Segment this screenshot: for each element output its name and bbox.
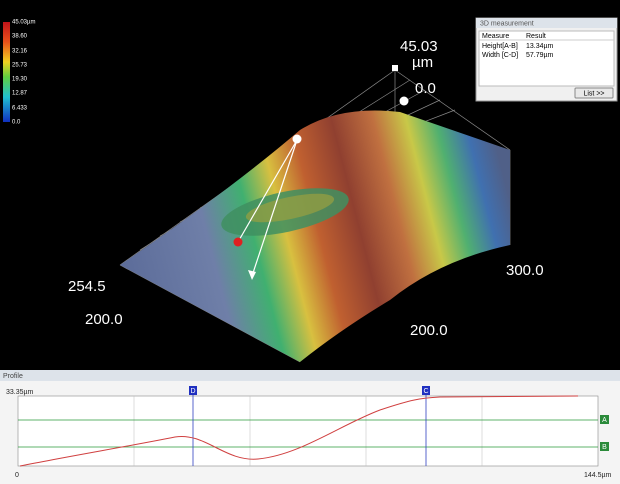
x-label: 300.0 [506, 262, 544, 279]
color-bar [3, 22, 10, 122]
list-button-label[interactable]: List >> [583, 90, 604, 97]
color-label: 25.73 [12, 63, 28, 69]
zero-marker [399, 96, 409, 106]
color-label: 0.0 [12, 120, 21, 126]
axis-labels: 45.03 µm 0.0 254.5 200.0 300.0 200.0 [68, 38, 544, 339]
color-label: 12.87 [12, 91, 28, 97]
color-label: 19.30 [12, 77, 28, 83]
profile-line [19, 395, 579, 467]
markers [233, 65, 409, 280]
max-marker [392, 65, 398, 71]
measurement-panel: 3D measurement Measure Result Height[A-B… [475, 17, 618, 102]
table-header: Measure [482, 33, 509, 40]
color-label: 38.60 [12, 34, 28, 40]
x-max-label: 144.5µm [584, 472, 612, 479]
measure-name: Width [C-D] [482, 52, 518, 59]
z-max-label: 45.03 [400, 38, 438, 55]
x-min-label: 0 [15, 472, 19, 479]
measure-result: 57.79µm [526, 52, 554, 59]
y-label: 254.5 [68, 278, 106, 295]
cursor-tag-c[interactable] [422, 386, 430, 395]
profile-title: Profile [3, 373, 23, 380]
measure-name: Height[A-B] [482, 43, 518, 50]
level-tag-a[interactable] [600, 415, 609, 424]
measure-line [251, 139, 298, 277]
x-label: 200.0 [410, 322, 448, 339]
z-min-label: 0.0 [415, 80, 436, 97]
list-button[interactable] [574, 87, 614, 99]
color-label: 45.03µm [12, 20, 35, 26]
y-label: 200.0 [85, 311, 123, 328]
panel-title: 3D measurement [480, 20, 534, 27]
color-bar-labels: 45.03µm 38.60 32.16 25.73 19.30 12.87 6.… [12, 20, 35, 126]
arrow-head [248, 270, 256, 280]
pit-floor [245, 193, 335, 223]
color-label: 32.16 [12, 49, 28, 55]
point-b [233, 237, 243, 247]
cursor-tag-d[interactable] [189, 386, 197, 395]
profile-plot [17, 395, 599, 467]
point-a [292, 134, 302, 144]
3d-surface [120, 110, 510, 362]
z-unit: µm [412, 54, 433, 71]
profile-panel: Profile D C A B 33.35µm 0 144.5µm [0, 370, 620, 484]
color-label: 6.433 [12, 106, 28, 112]
cursor-label: D [190, 388, 195, 395]
measure-line [237, 139, 298, 243]
cursor-label: C [423, 388, 428, 395]
level-tag-b[interactable] [600, 442, 609, 451]
y-max-label: 33.35µm [6, 389, 34, 396]
level-label: B [602, 444, 607, 451]
profile-grid [133, 396, 483, 466]
level-label: A [602, 417, 607, 424]
profile-titlebar [0, 370, 620, 381]
table-header: Result [526, 33, 546, 40]
measure-result: 13.34µm [526, 43, 554, 50]
panel-titlebar [476, 18, 617, 28]
